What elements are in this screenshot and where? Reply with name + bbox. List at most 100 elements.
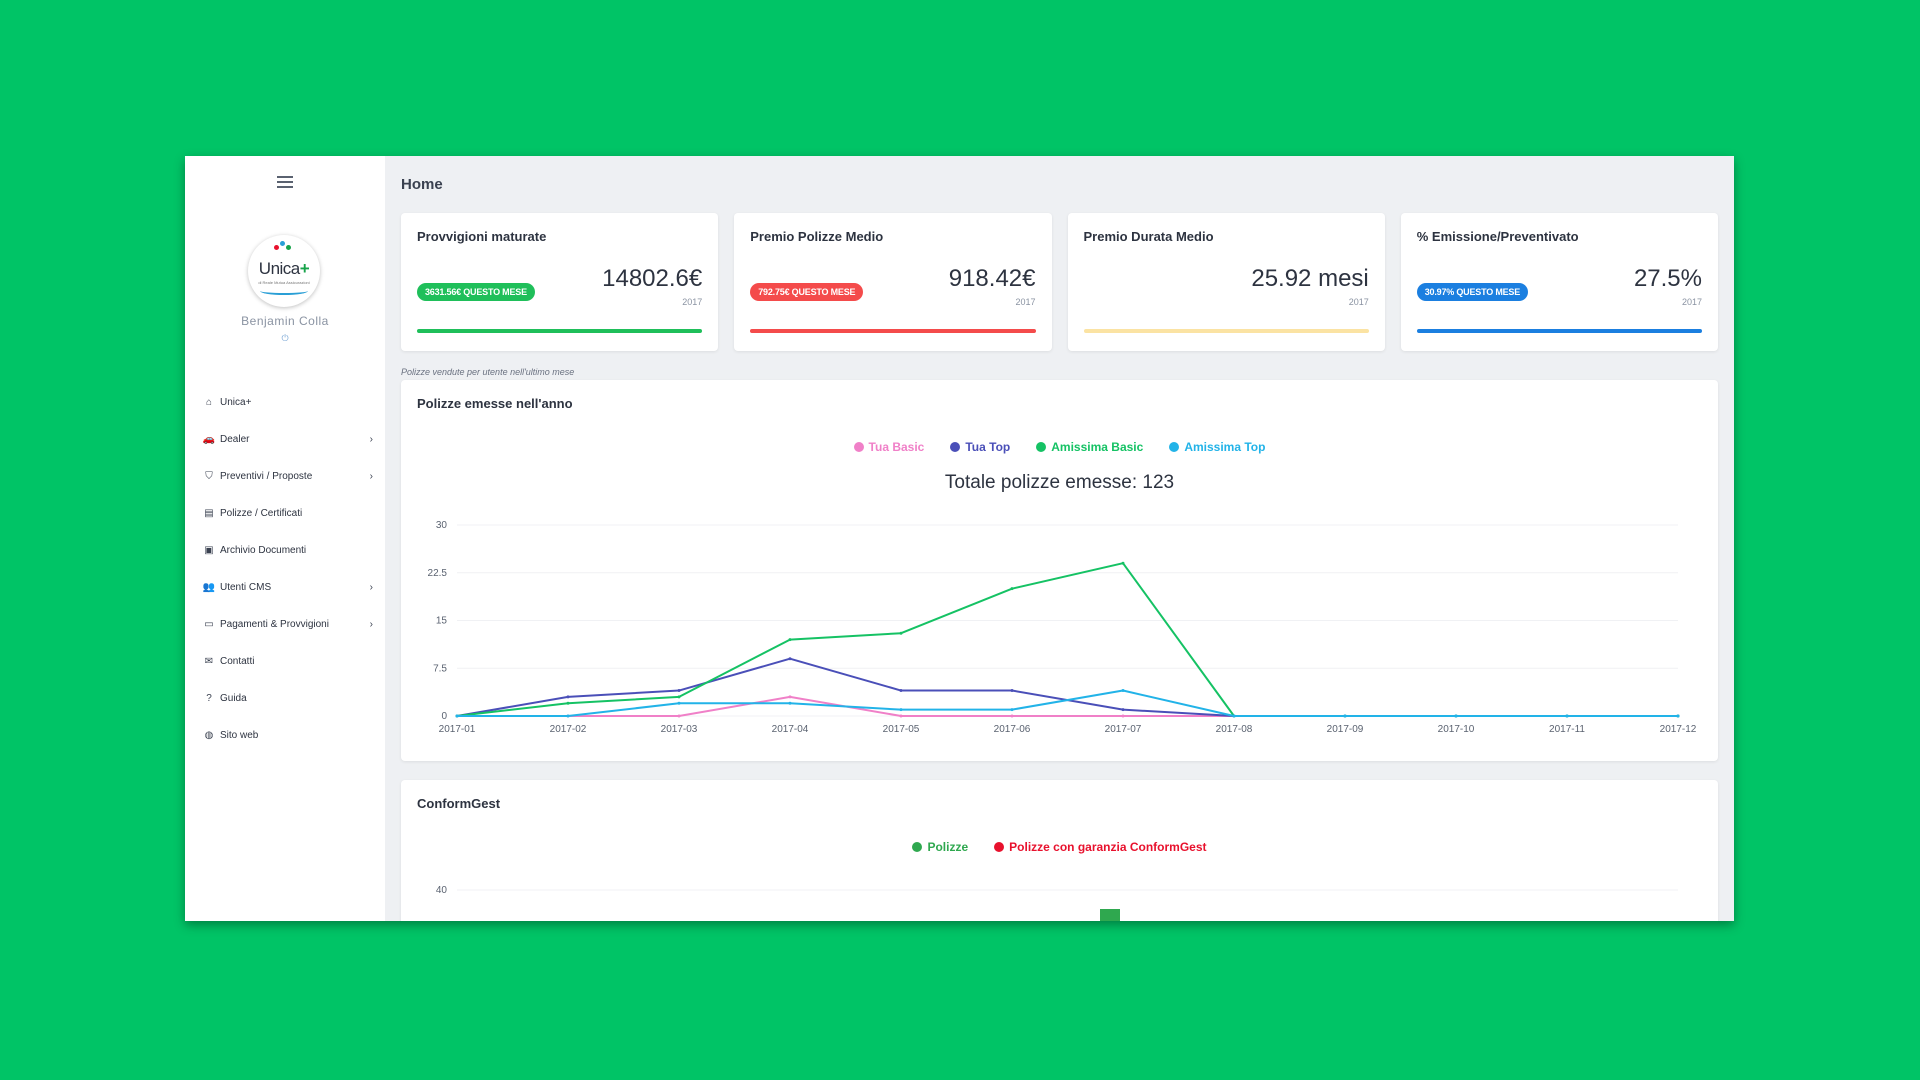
bar-polizze	[1100, 909, 1120, 921]
sidebar-item-label: Unica+	[220, 397, 252, 408]
x-tick-label: 2017-04	[772, 724, 809, 735]
chevron-right-icon: ›	[369, 582, 373, 593]
x-tick-label: 2017-06	[994, 724, 1031, 735]
polizze-chart-panel: Polizze emesse nell'anno Tua Basic Tua To…	[401, 380, 1718, 761]
legend-dot	[1036, 442, 1047, 452]
sidebar-item-label: Pagamenti & Provvigioni	[220, 619, 329, 630]
chevron-right-icon: ›	[369, 619, 373, 630]
chevron-right-icon: ›	[369, 434, 373, 445]
logo-subtitle: di Reale Mutua Assicurazioni	[258, 280, 310, 285]
data-point	[1121, 561, 1125, 565]
legend-dot	[912, 842, 923, 852]
legend-item[interactable]: Tua Basic	[853, 440, 924, 454]
data-point	[899, 689, 903, 693]
archive-icon: ▣	[204, 545, 214, 556]
data-point	[788, 638, 792, 642]
user-name: Benjamin Colla	[241, 314, 329, 328]
card-value: 14802.6€	[602, 265, 703, 292]
sidebar-item-label: Preventivi / Proposte	[220, 471, 313, 482]
x-tick-label: 2017-09	[1327, 724, 1364, 735]
sidebar-item-polizze-certificati[interactable]: ▤ Polizze / Certificati	[203, 495, 373, 532]
card-year: 2017	[1681, 297, 1702, 307]
card-title: Premio Durata Medio	[1083, 229, 1214, 244]
sidebar-item-dealer[interactable]: 🚗 Dealer ›	[203, 421, 373, 458]
y-tick-label: 7.5	[433, 663, 447, 674]
card-year: 2017	[1015, 297, 1036, 307]
card-progress-bar	[417, 329, 703, 333]
sidebar-item-label: Archivio Documenti	[220, 545, 307, 556]
sidebar: Unica+ di Reale Mutua Assicurazioni Benj…	[185, 156, 385, 921]
car-icon: 🚗	[202, 434, 216, 445]
legend-item[interactable]: Amissima Top	[1169, 440, 1265, 454]
data-point	[899, 708, 903, 712]
x-tick-label: 2017-01	[439, 724, 476, 735]
page-title: Home	[401, 176, 443, 193]
legend-item[interactable]: Polizze	[912, 840, 968, 854]
company-logo: Unica+ di Reale Mutua Assicurazioni	[248, 235, 320, 307]
x-tick-label: 2017-02	[550, 724, 587, 735]
data-point	[1121, 708, 1125, 712]
card-progress-bar	[1083, 329, 1369, 333]
sidebar-item-archivio-documenti[interactable]: ▣ Archivio Documenti	[203, 532, 373, 569]
data-point	[1121, 714, 1125, 718]
card-year: 2017	[682, 297, 703, 307]
sidebar-item-unica[interactable]: ⌂ Unica+	[203, 384, 373, 421]
y-tick-label: 30	[436, 520, 448, 531]
card-title: Premio Polizze Medio	[750, 229, 884, 244]
data-point	[1010, 708, 1014, 712]
sidebar-item-contatti[interactable]: ✉ Contatti	[203, 643, 373, 680]
sidebar-item-guida[interactable]: ? Guida	[203, 680, 373, 717]
app-window: Unica+ di Reale Mutua Assicurazioni Benj…	[185, 156, 1734, 921]
data-point	[1343, 714, 1347, 718]
y-tick-label: 40	[436, 885, 448, 896]
data-point	[566, 701, 570, 705]
x-tick-label: 2017-10	[1438, 724, 1475, 735]
data-point	[1676, 714, 1680, 718]
document-icon: ▤	[204, 508, 214, 519]
chevron-right-icon: ›	[369, 471, 373, 482]
bar-chart: 40	[436, 885, 1678, 921]
data-point	[566, 695, 570, 699]
shield-icon: ⛉	[205, 471, 213, 482]
legend-label: Amissima Basic	[1051, 440, 1144, 454]
card-progress-bar	[750, 329, 1036, 333]
y-tick-label: 0	[441, 711, 447, 722]
data-point	[677, 714, 681, 718]
data-point	[788, 695, 792, 699]
home-icon: ⌂	[205, 397, 213, 408]
legend-dot	[950, 442, 961, 452]
data-point	[1010, 714, 1014, 718]
data-point	[1565, 714, 1569, 718]
users-icon: 👥	[202, 582, 216, 593]
sidebar-item-label: Dealer	[220, 434, 250, 445]
legend-label: Polizze	[927, 840, 969, 854]
data-point	[677, 695, 681, 699]
sidebar-item-label: Utenti CMS	[220, 582, 272, 593]
data-point	[1121, 689, 1125, 693]
logo-swoosh	[260, 287, 308, 295]
data-point	[677, 701, 681, 705]
legend-item[interactable]: Tua Top	[950, 440, 1010, 454]
conformgest-chart-panel: ConformGest Polizze Polizze con garanzia …	[401, 780, 1718, 921]
card-year: 2017	[1348, 297, 1369, 307]
sidebar-item-pagamenti-provvigioni[interactable]: ▭ Pagamenti & Provvigioni ›	[203, 606, 373, 643]
sidebar-item-sito-web[interactable]: ◍ Sito web	[203, 717, 373, 754]
card-badge: 3631.56€ QUESTO MESE	[417, 283, 535, 301]
chart-legend: Tua Basic Tua Top Amissima Basic Amissima T…	[401, 440, 1718, 454]
legend-dot	[994, 842, 1005, 852]
data-point	[1010, 587, 1014, 591]
sidebar-item-utenti-cms[interactable]: 👥 Utenti CMS ›	[203, 569, 373, 606]
menu-toggle-icon[interactable]	[277, 176, 293, 188]
data-point	[1232, 714, 1236, 718]
y-tick-label: 22.5	[428, 568, 448, 579]
sidebar-item-preventivi-proposte[interactable]: ⛉ Preventivi / Proposte ›	[203, 458, 373, 495]
card-badge: 30.97% QUESTO MESE	[1416, 283, 1529, 301]
logout-power-icon[interactable]: ⏻	[281, 333, 289, 343]
x-tick-label: 2017-03	[661, 724, 698, 735]
card-title: % Emissione/Preventivato	[1416, 229, 1579, 244]
stat-card: Premio Durata Medio 25.92 mesi 2017	[1067, 213, 1385, 351]
question-icon: ?	[206, 693, 212, 704]
panel-title: Polizze emesse nell'anno	[417, 396, 573, 411]
legend-item[interactable]: Amissima Basic	[1036, 440, 1143, 454]
legend-item[interactable]: Polizze con garanzia ConformGest	[994, 840, 1207, 854]
